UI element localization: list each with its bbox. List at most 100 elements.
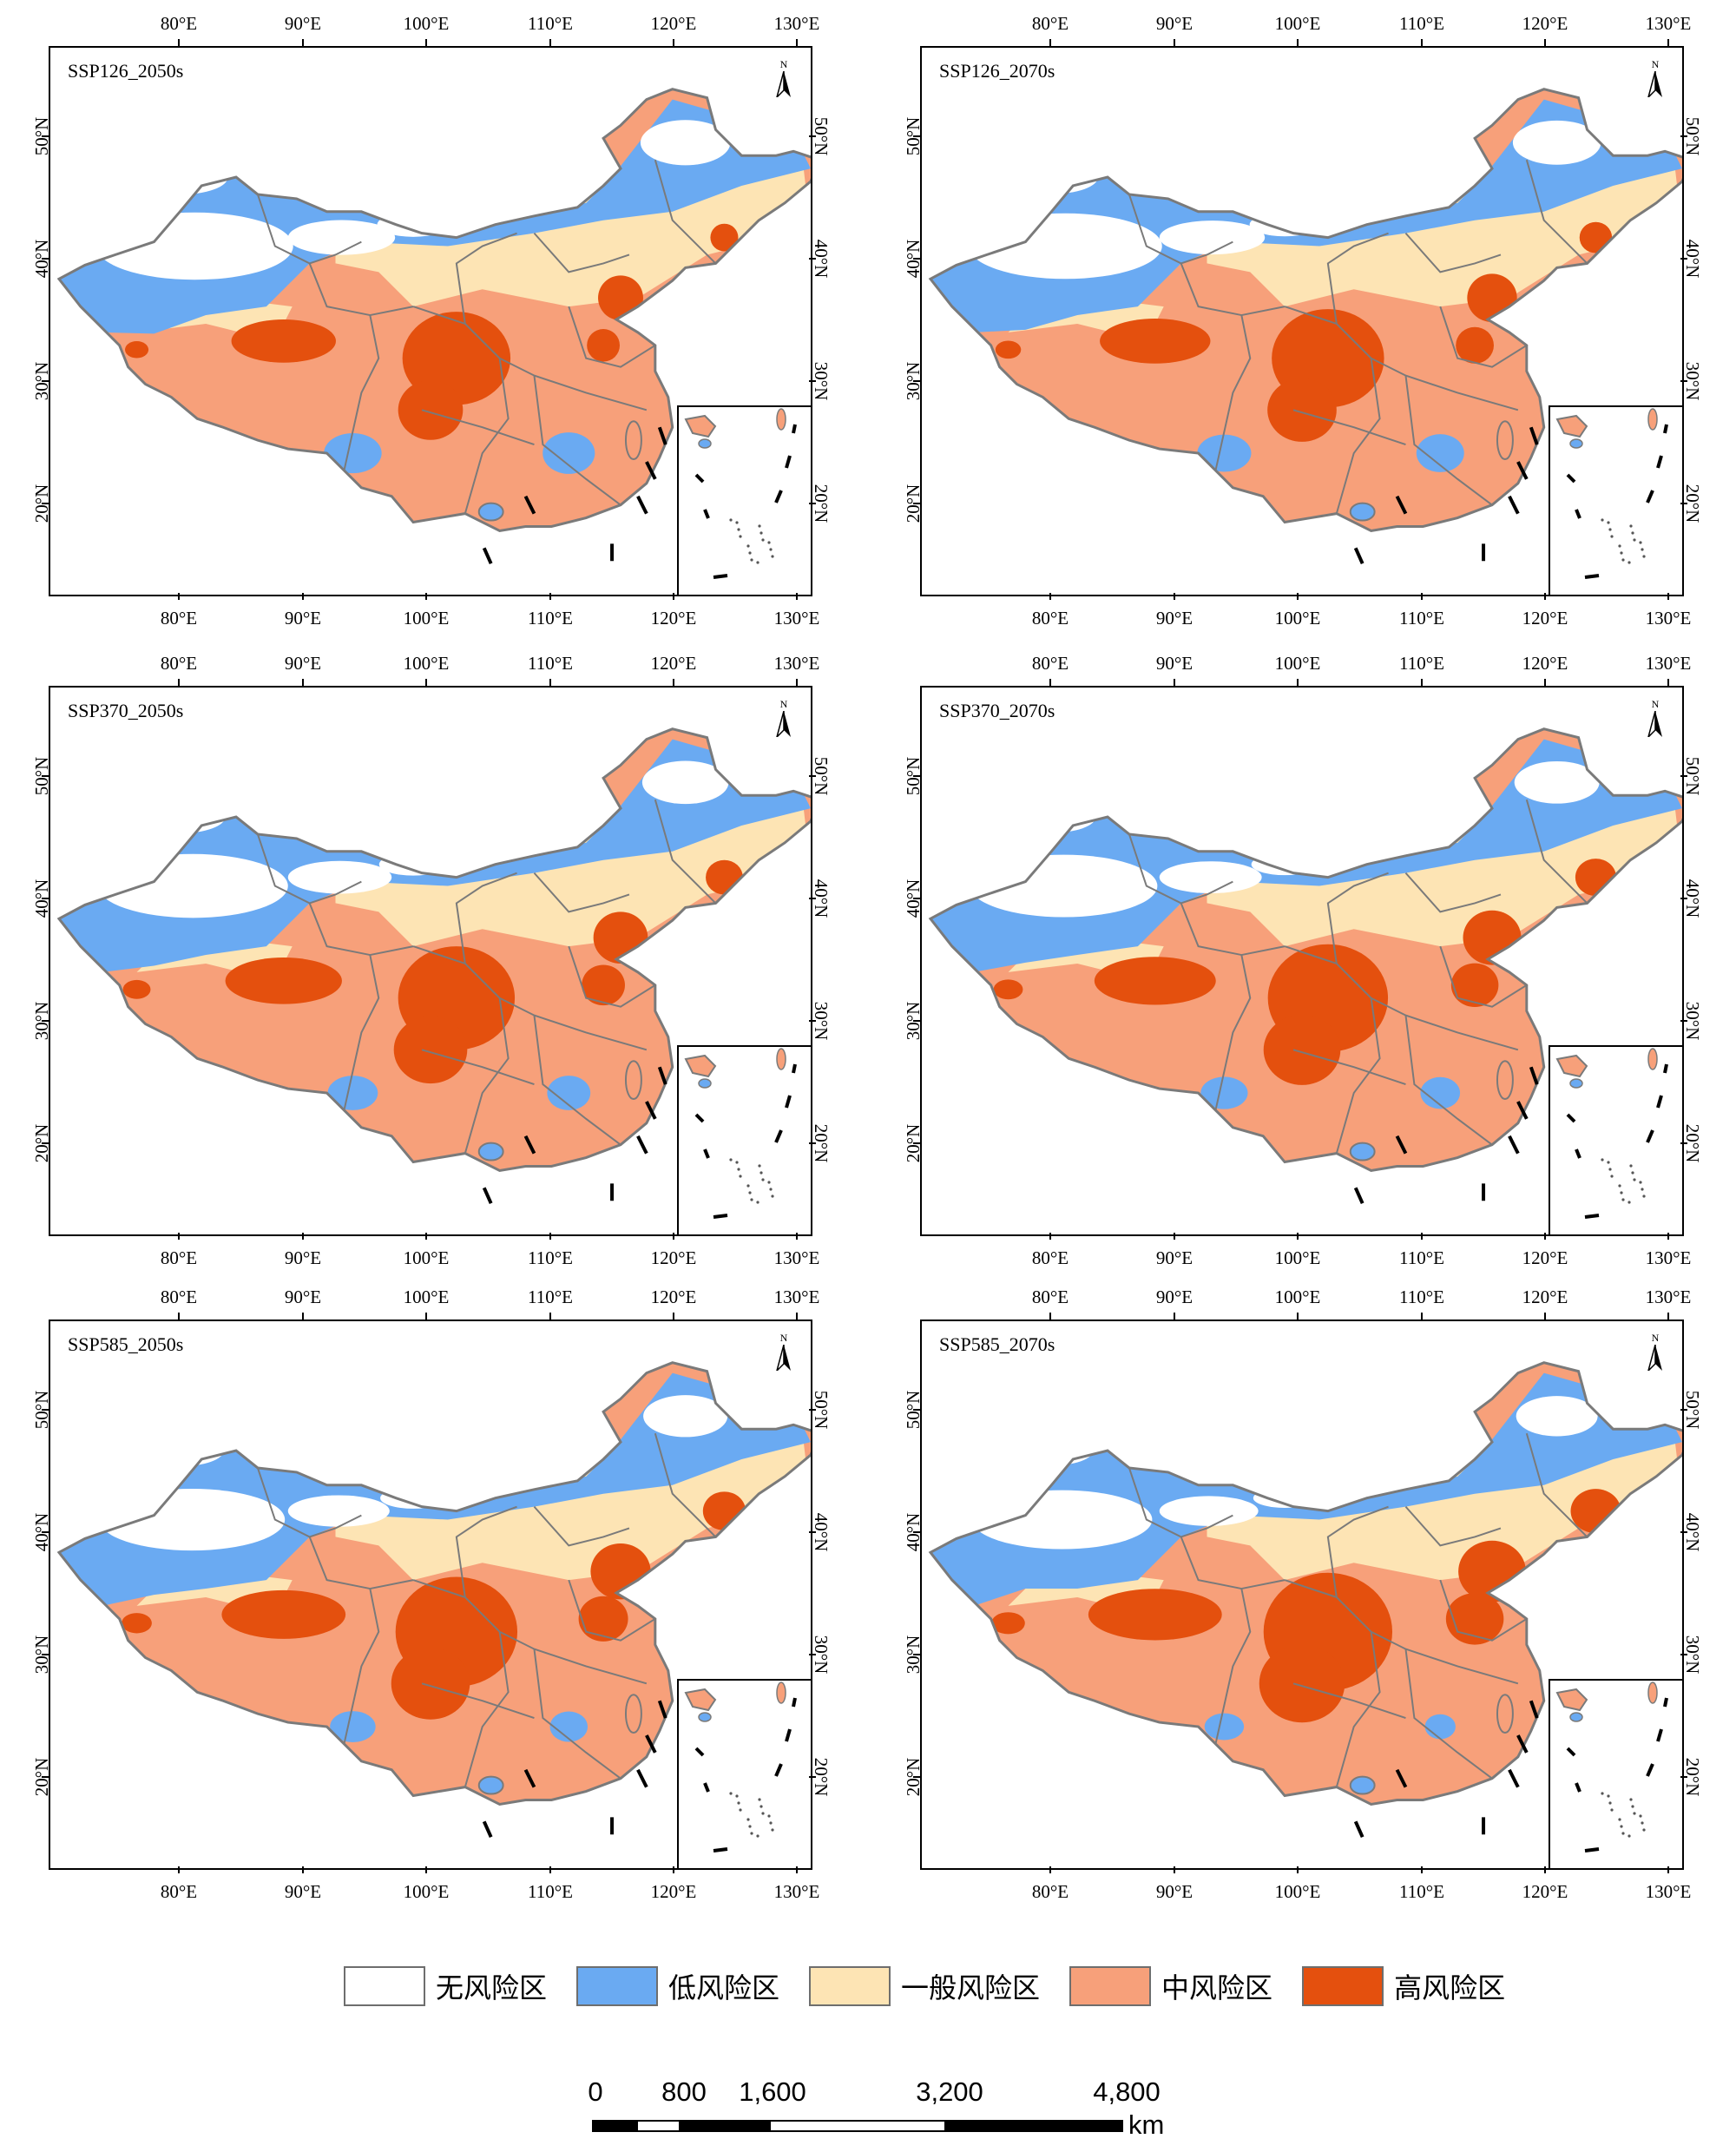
province-boundary <box>654 159 717 265</box>
inset-feature <box>1656 1095 1663 1109</box>
zone-none-northeast <box>1514 760 1600 804</box>
legend-swatch <box>576 1966 659 2006</box>
south-china-sea-inset <box>1549 1679 1682 1868</box>
latitude-tick-mark <box>809 775 816 777</box>
province-boundary <box>1404 1649 1493 1780</box>
zone-high-tibet <box>1088 1589 1222 1641</box>
zone-none-tarim <box>971 1490 1153 1550</box>
longitude-tick-mark <box>425 1233 427 1240</box>
province-boundary <box>568 306 656 368</box>
province-boundary <box>1525 1432 1588 1538</box>
longitude-tick-label: 120°E <box>1522 1287 1568 1307</box>
legend-swatch <box>809 1966 891 2006</box>
zone-high-tibet <box>221 1589 346 1639</box>
latitude-tick-mark <box>913 1654 920 1655</box>
zone-none-dzungaria <box>1007 800 1096 833</box>
zone-high-shandong <box>1458 1540 1526 1602</box>
latitude-tick-mark <box>1680 503 1687 504</box>
taiwan-island <box>1496 1060 1514 1100</box>
longitude-tick-label: 130°E <box>1645 1881 1692 1902</box>
longitude-tick-mark <box>549 679 551 686</box>
longitude-tick-mark <box>178 39 180 46</box>
longitude-tick-mark <box>1421 1233 1423 1240</box>
inset-island <box>1639 1181 1642 1184</box>
longitude-tick-label: 90°E <box>284 1287 322 1307</box>
inset-island <box>1642 555 1646 558</box>
province-boundary <box>1180 263 1286 317</box>
zone-high-northeast <box>706 859 743 895</box>
inset-island <box>739 535 742 538</box>
map-frame: SSP370_2050s N <box>49 686 812 1236</box>
longitude-tick-label: 100°E <box>1274 608 1321 628</box>
longitude-tick-label: 80°E <box>160 1881 198 1902</box>
longitude-tick-label: 90°E <box>1155 1247 1194 1268</box>
inset-feature <box>1575 1782 1581 1793</box>
longitude-tick-label: 110°E <box>528 1287 573 1307</box>
zone-high-west <box>995 340 1022 359</box>
inset-island <box>756 1201 760 1204</box>
province-boundary <box>1525 159 1588 265</box>
taiwan-island <box>1496 1694 1514 1734</box>
province-boundary <box>533 1649 621 1780</box>
province-boundary <box>1292 1049 1406 1086</box>
inset-island <box>739 1808 742 1812</box>
longitude-tick-mark <box>1049 1313 1051 1319</box>
hainan-island <box>1349 502 1376 522</box>
zone-low-southeast <box>547 1076 591 1110</box>
longitude-tick-label: 100°E <box>403 1881 450 1902</box>
hainan-island <box>477 1775 504 1795</box>
longitude-tick-mark <box>673 1233 674 1240</box>
longitude-tick-label: 130°E <box>1645 653 1692 674</box>
zone-none-alxa <box>380 1487 447 1509</box>
longitude-tick-mark <box>673 1313 674 1319</box>
longitude-tick-mark <box>1544 1866 1546 1873</box>
longitude-tick-mark <box>673 1866 674 1873</box>
longitude-tick-label: 100°E <box>1274 1287 1321 1307</box>
inset-feature <box>694 473 705 484</box>
latitude-tick-mark <box>809 380 816 382</box>
longitude-tick-label: 80°E <box>160 13 198 34</box>
scale-label: 4,800 <box>1093 2076 1161 2107</box>
inset-island <box>771 1828 774 1832</box>
longitude-tick-mark <box>1667 1866 1669 1873</box>
inset-feature <box>776 1048 786 1070</box>
province-boundary <box>412 1579 648 1685</box>
inset-island <box>760 1805 763 1808</box>
inset-island <box>761 538 765 542</box>
zone-low-southwest <box>327 1076 378 1110</box>
inset-island <box>746 1184 750 1188</box>
latitude-tick-mark <box>809 503 816 504</box>
province-boundary <box>1326 232 1389 325</box>
longitude-tick-mark <box>1421 1313 1423 1319</box>
country-boundary <box>928 727 1682 1173</box>
maritime-boundary <box>1508 495 1520 515</box>
zone-high-central <box>1450 963 1499 1008</box>
zone-none-tarim <box>98 1488 286 1551</box>
province-boundary <box>1525 799 1588 905</box>
province-boundary <box>1439 1579 1528 1642</box>
longitude-tick-mark <box>1297 593 1299 600</box>
zone-none-alxa <box>1249 213 1320 237</box>
maritime-boundary <box>1395 1768 1408 1788</box>
longitude-tick-label: 120°E <box>650 1247 697 1268</box>
inset-feature <box>785 1728 792 1742</box>
scale-segment <box>769 2120 946 2132</box>
inset-island <box>737 1168 740 1171</box>
map-panel-ssp126_2050s: SSP126_2050s N 80°E 80°E 90°E 90°E 100°E 100°E 1… <box>31 13 832 628</box>
longitude-tick-label: 90°E <box>1155 1287 1194 1307</box>
scale-label: 800 <box>661 2076 707 2107</box>
longitude-tick-mark <box>673 39 674 46</box>
longitude-tick-mark <box>302 1866 304 1873</box>
zone-none-dzungaria <box>135 800 226 833</box>
province-boundary <box>464 997 510 1154</box>
longitude-tick-label: 130°E <box>773 653 820 674</box>
zone-high-west <box>991 1612 1025 1635</box>
zone-none-northeast <box>643 1395 728 1438</box>
latitude-tick-mark <box>809 135 816 137</box>
province-boundary <box>1180 903 1286 957</box>
inset-island <box>1607 1161 1610 1164</box>
longitude-tick-label: 130°E <box>773 1881 820 1902</box>
inset-island <box>1618 1184 1621 1188</box>
maritime-boundary <box>645 1101 657 1120</box>
zone-none-tarim <box>970 854 1158 918</box>
